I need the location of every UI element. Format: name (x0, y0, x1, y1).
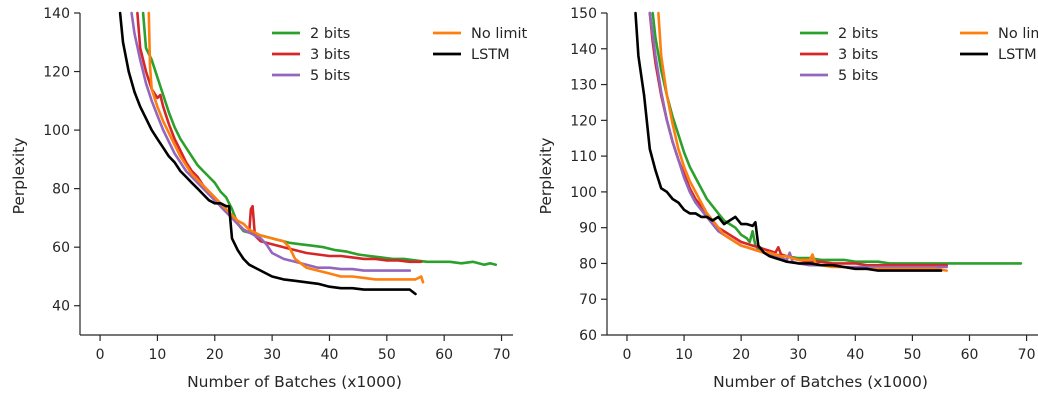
chart-panel-2: 60 70 80 90 100 110 120 130 140 150 0 10 20 30 40 50 60 7… (537, 6, 1038, 391)
y-tick-label: 80 (52, 182, 70, 198)
y-tick-label: 40 (52, 299, 70, 315)
legend-label: LSTM (998, 47, 1037, 63)
x-tick-label: 0 (96, 347, 105, 363)
series-line-2-bits (651, 11, 1023, 265)
legend-item-5-bits: 5 bits (800, 68, 878, 84)
x-tick-label: 0 (623, 347, 632, 363)
legend-label: 3 bits (310, 47, 350, 63)
x-axis-label: Number of Batches (x1000) (187, 373, 402, 391)
legend-item-2-bits: 2 bits (272, 26, 350, 42)
y-tick-label: 90 (579, 221, 597, 237)
y-tick-label: 60 (52, 240, 70, 256)
series-line-3-bits (648, 11, 948, 267)
x-tick-label: 40 (846, 347, 864, 363)
y-tick-label: 120 (43, 65, 70, 81)
y-tick-label: 100 (43, 123, 70, 139)
y-tick-label: 130 (570, 78, 597, 94)
legend: 2 bits 3 bits 5 bits No limit LSTM (272, 26, 528, 84)
x-tick-label: 70 (1018, 347, 1036, 363)
y-tick-label: 140 (43, 6, 70, 22)
legend-label: LSTM (471, 47, 510, 63)
x-tick-label: 30 (263, 347, 281, 363)
series-line-lstm (634, 11, 943, 272)
legend-item-no-limit: No limit (960, 26, 1038, 42)
x-tick-label: 10 (149, 347, 167, 363)
y-axis-label: Perplexity (537, 138, 555, 215)
x-tick-label: 50 (378, 347, 396, 363)
legend-label: No limit (998, 26, 1038, 42)
legend-item-lstm: LSTM (433, 47, 510, 63)
y-tick-label: 150 (570, 6, 597, 22)
y-axis-label: Perplexity (10, 138, 28, 215)
x-tick-label: 60 (961, 347, 979, 363)
legend-label: No limit (471, 26, 528, 42)
legend-label: 2 bits (310, 26, 350, 42)
series-line-no-limit (147, 11, 425, 284)
legend-label: 5 bits (838, 68, 878, 84)
y-tick-label: 120 (570, 113, 597, 129)
legend-item-3-bits: 3 bits (272, 47, 350, 63)
series-line-no-limit (657, 11, 948, 272)
y-tick-label: 60 (579, 328, 597, 344)
x-tick-label: 60 (435, 347, 453, 363)
y-tick-label: 100 (570, 185, 597, 201)
series-line-5-bits (130, 11, 412, 272)
series-line-lstm (118, 11, 417, 296)
legend-item-lstm: LSTM (960, 47, 1037, 63)
x-tick-label: 20 (732, 347, 750, 363)
legend-label: 3 bits (838, 47, 878, 63)
x-tick-label: 50 (903, 347, 921, 363)
legend-label: 2 bits (838, 26, 878, 42)
x-tick-label: 10 (675, 347, 693, 363)
series-group (118, 11, 498, 296)
y-tick-label: 80 (579, 256, 597, 272)
chart-panel-1: 40 60 80 100 120 140 0 10 20 30 40 50 60 70 Number of … (10, 6, 528, 391)
series-line-5-bits (648, 11, 948, 269)
y-tick-label: 140 (570, 42, 597, 58)
y-tick-label: 110 (570, 149, 597, 165)
x-tick-label: 20 (206, 347, 224, 363)
legend-label: 5 bits (310, 68, 350, 84)
legend-item-3-bits: 3 bits (800, 47, 878, 63)
series-group (634, 11, 1023, 272)
y-tick-label: 70 (579, 292, 597, 308)
x-axis-label: Number of Batches (x1000) (713, 373, 928, 391)
legend-item-no-limit: No limit (433, 26, 528, 42)
x-tick-label: 30 (789, 347, 807, 363)
legend: 2 bits 3 bits 5 bits No limit LSTM (800, 26, 1038, 84)
x-tick-label: 70 (493, 347, 511, 363)
x-tick-label: 40 (321, 347, 339, 363)
legend-item-5-bits: 5 bits (272, 68, 350, 84)
legend-item-2-bits: 2 bits (800, 26, 878, 42)
